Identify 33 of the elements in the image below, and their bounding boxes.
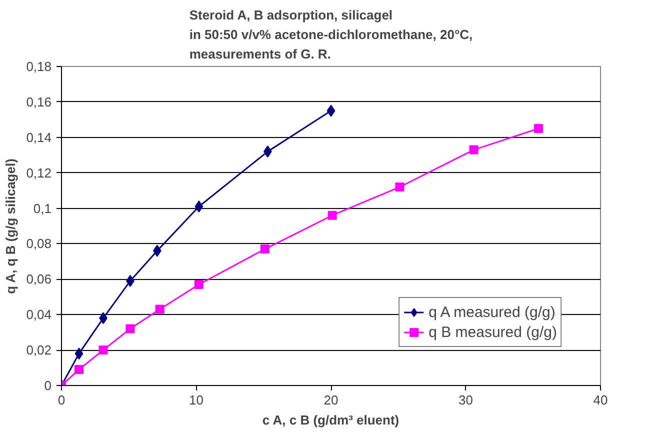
y-axis-title: q A, q B (g/g silicagel) [3,158,18,294]
x-tick-label: 10 [189,392,204,408]
y-tick-label: 0,18 [26,59,52,74]
point [469,145,478,154]
legend-label: q A measured (g/g) [428,304,556,320]
y-tick-label: 0,12 [26,165,52,180]
x-tick-label: 20 [324,392,338,408]
y-tick-label: 0,1 [33,200,52,216]
point [98,346,108,355]
point [194,280,204,289]
point [74,348,84,360]
point [260,244,270,254]
legend-label: q B measured (g/g) [428,324,557,340]
x-axis-title: c A, c B (g/dm³ eluent) [262,412,400,428]
x-tick-label: 30 [458,392,473,408]
y-tick-label: 0,02 [26,342,52,358]
y-tick-label: 0,14 [26,130,52,145]
point [155,304,164,314]
point [534,124,544,134]
x-tick-label: 40 [593,392,608,408]
x-tick-label: 0 [58,392,66,408]
point [328,210,337,220]
chart-title: Steroid A, B adsorption, silicagel in 50:50 v/v% acetone-dichloromethane, 20°C, measurements of G. R. [189,8,473,62]
point [395,182,404,192]
y-tick-label: 0,06 [26,272,52,287]
point [194,200,204,213]
y-tick-label: 0 [44,378,52,393]
y-tick-label: 0,16 [26,94,52,110]
y-tick-label: 0,08 [26,236,52,252]
point [74,365,84,374]
point [126,324,135,334]
y-tick-label: 0,04 [26,307,52,322]
point [326,104,336,117]
